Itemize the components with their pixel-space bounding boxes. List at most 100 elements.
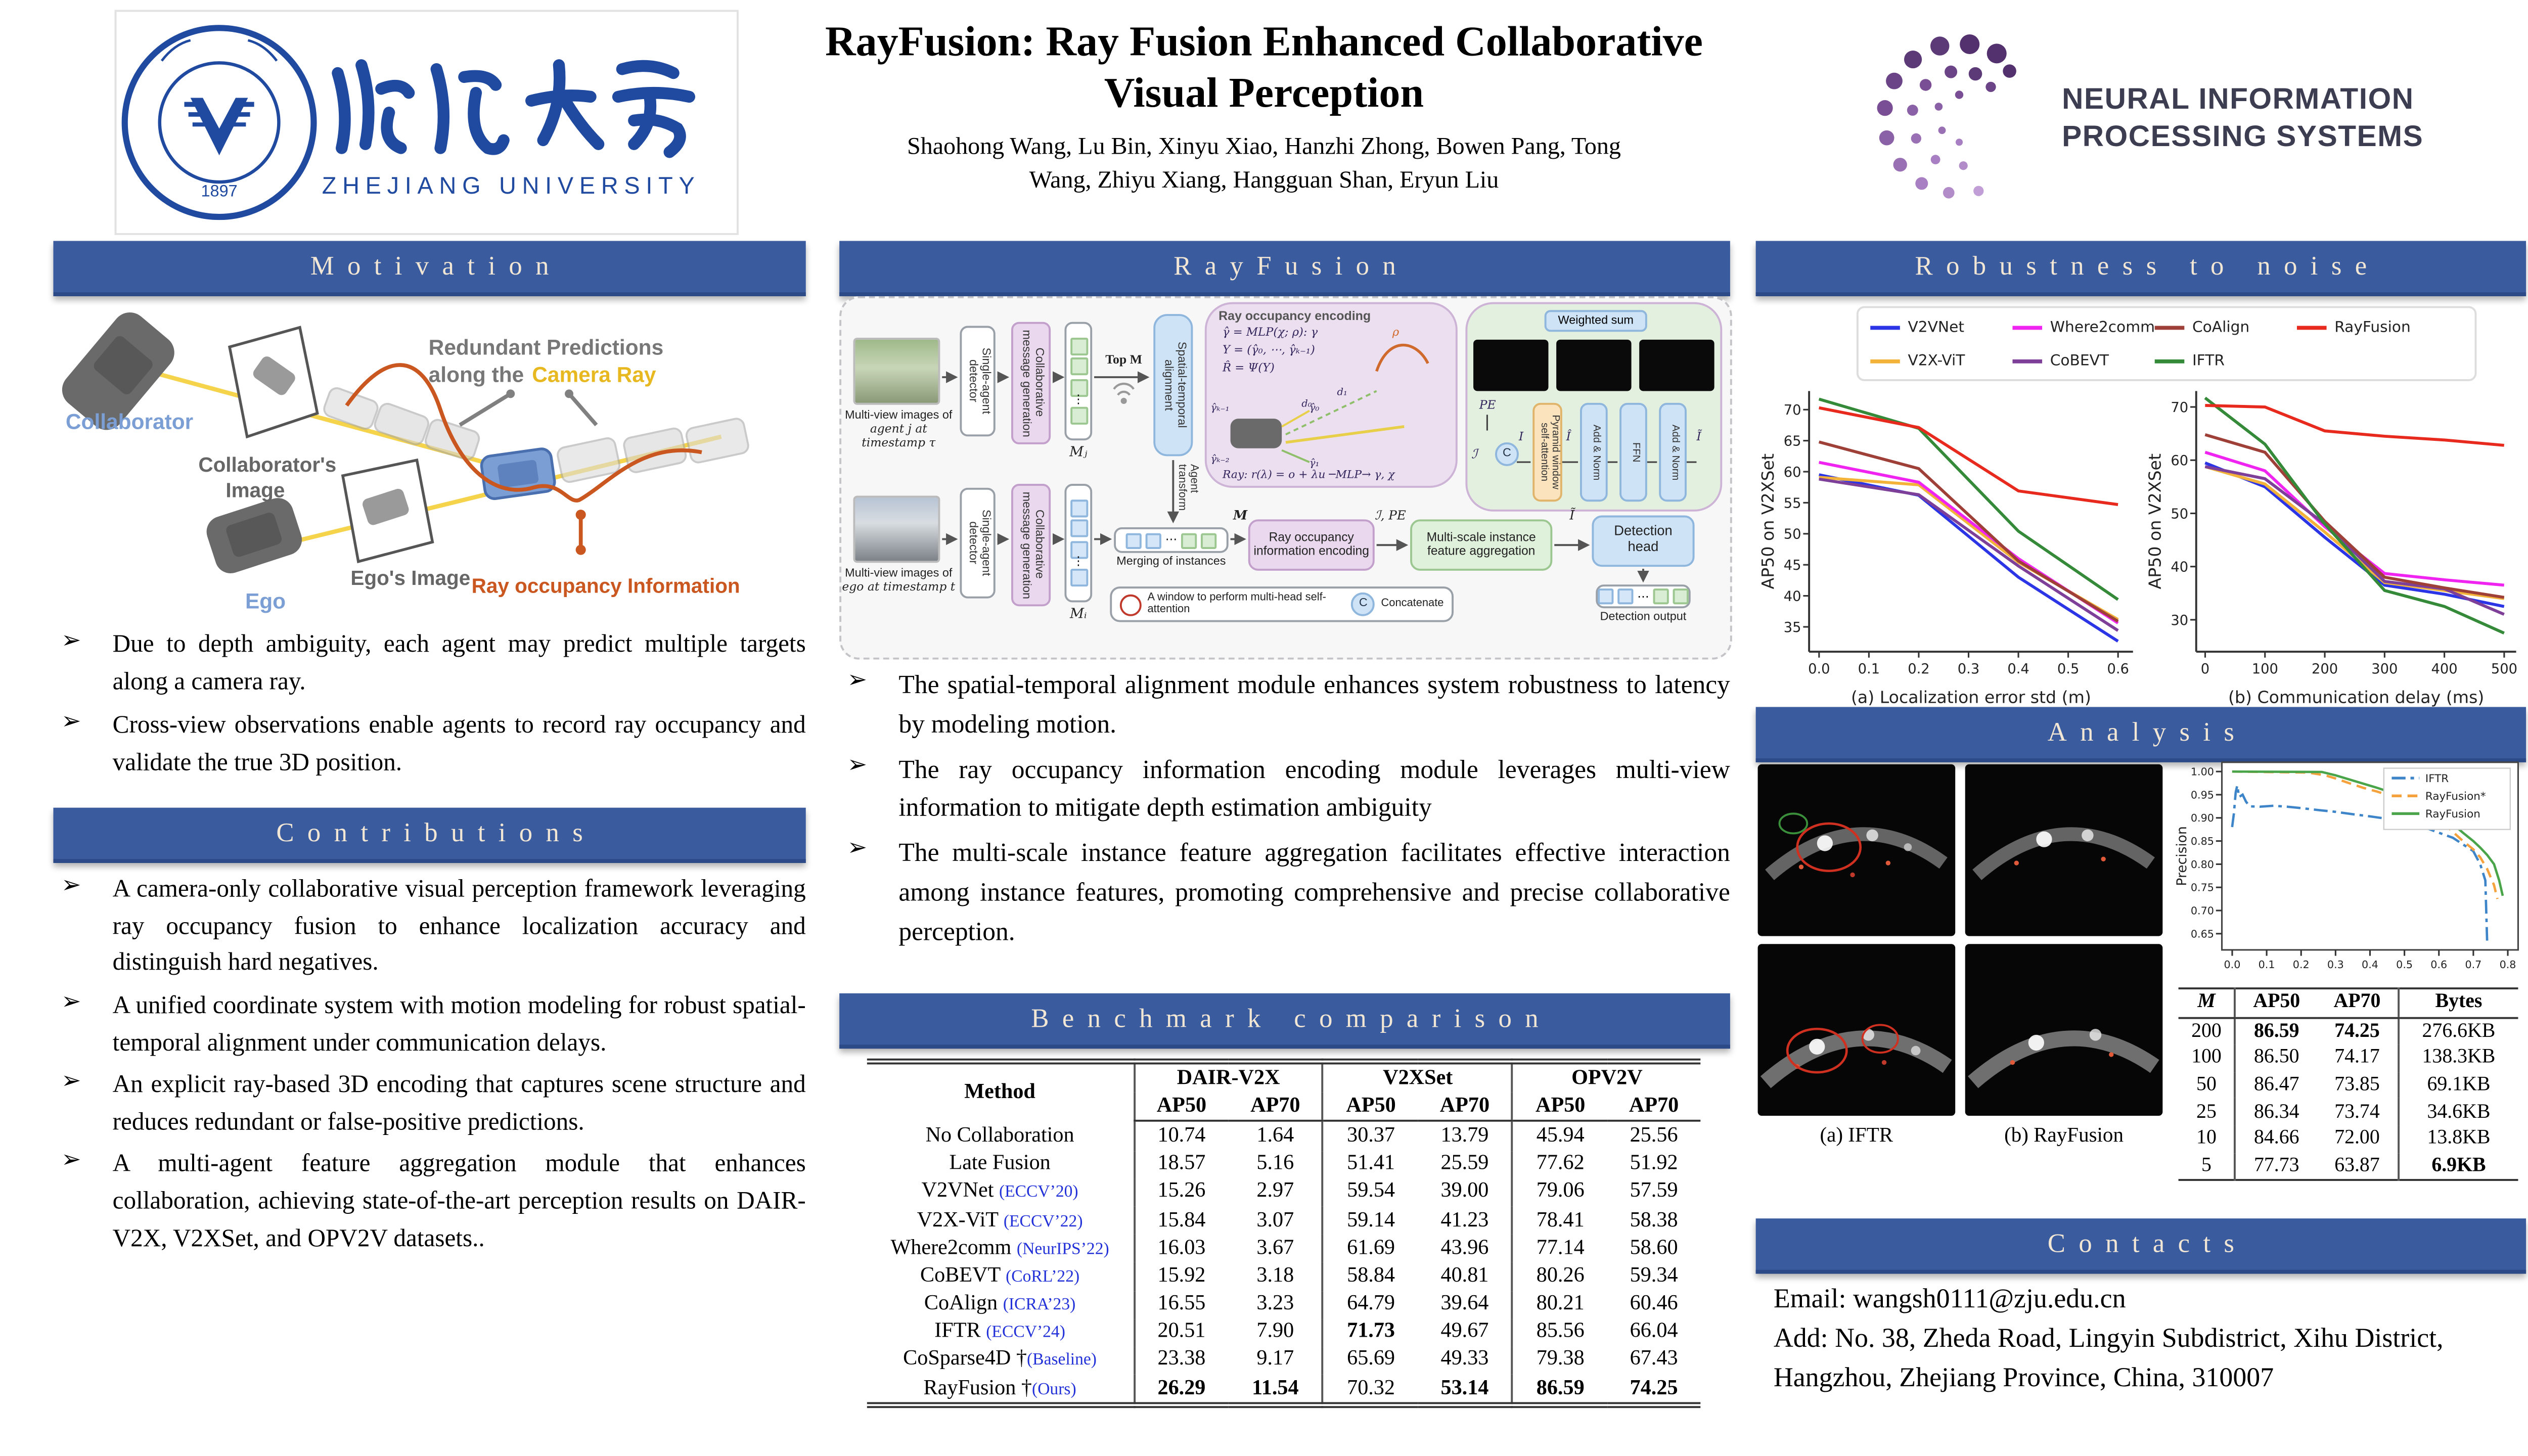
concat-node: C (1495, 442, 1519, 466)
legend-item: RayFusion (2296, 312, 2439, 342)
svg-text:70: 70 (1784, 402, 1801, 418)
gamma-k2-label: γ̂ₖ₋₂ (1210, 454, 1230, 466)
neurips-logo: NEURAL INFORMATION PROCESSING SYSTEMS (1857, 16, 2449, 221)
formula-1: γ̂ = MLP(χ; ρ): γ (1222, 328, 1318, 340)
multi-scale-aggregation-box: Multi-scale instance feature aggregation (1410, 519, 1553, 571)
poster-title-line2: Visual Perception (1104, 69, 1424, 117)
bullet-icon: ➢ (61, 706, 81, 735)
bullet-icon: ➢ (61, 871, 81, 899)
ray-enc-title: Ray occupancy encoding (1218, 310, 1371, 324)
ray-occupancy-label: Ray occupancy Information (472, 574, 740, 597)
svg-text:100: 100 (2252, 661, 2278, 677)
benchmark-row: CoAlign (ICRA’23) 16.55 3.23 64.79 39.64 80.2… (867, 1290, 1700, 1319)
analysis-banner: Analysis (1755, 707, 2526, 762)
svg-text:Precision: Precision (2174, 826, 2190, 886)
svg-text:0.1: 0.1 (2259, 959, 2275, 971)
diagram-legend: A window to perform multi-head self-atte… (1110, 586, 1454, 622)
collaborator-image-label-1: Collaborator's (198, 453, 336, 476)
bandwidth-row: 100 86.50 74.17 138.3KB (2179, 1045, 2518, 1072)
svg-text:400: 400 (2431, 661, 2458, 677)
legend-line-icon (2296, 325, 2327, 329)
i-pe-arrow-label: ℐ, PE (1375, 509, 1406, 524)
contacts-banner: Contacts (1755, 1218, 2526, 1274)
rayfusion-architecture-figure: Multi-view images of agent j at timestam… (839, 296, 1732, 660)
mj-tokens: ⋮ (1064, 322, 1093, 441)
legend-line-icon (2154, 325, 2185, 329)
svg-text:50: 50 (1784, 527, 1801, 542)
bullet-icon: ➢ (61, 987, 81, 1015)
detection-output-label: Detection output (1600, 612, 1687, 624)
svg-text:0.6: 0.6 (2430, 959, 2447, 971)
svg-text:200: 200 (2312, 661, 2338, 677)
svg-text:RayFusion*: RayFusion* (2425, 790, 2486, 803)
benchmark-table: Method DAIR-V2X V2XSet OPV2V AP50 AP70 AP… (867, 1058, 1701, 1409)
ray-occupancy-encoding-bubble: Ray occupancy encoding γ̂ = MLP(χ; ρ): γ… (1204, 302, 1458, 488)
i-tilde-label: Ĩ (1696, 430, 1701, 444)
legend-item: CoAlign (2154, 312, 2297, 342)
analysis-caption-b: (b) RayFusion (2004, 1125, 2124, 1148)
gamma-0-label: γ̂₀ (1309, 402, 1320, 415)
formula-3: R̂ = Ψ(Υ) (1222, 363, 1275, 376)
contribution-bullets: ➢ A camera-only collaborative visual perc… (53, 871, 806, 1262)
bullet-icon: ➢ (61, 626, 81, 654)
contributions-banner: Contributions (53, 807, 806, 863)
svg-text:0.3: 0.3 (2327, 959, 2344, 971)
col-header-method: Method (964, 1080, 1035, 1104)
concat-icon: C (1351, 592, 1375, 616)
bandwidth-row: 200 86.59 74.25 276.6KB (2179, 1017, 2518, 1045)
benchmark-row: IFTR (ECCV’24) 20.51 7.90 71.73 49.67 85.56 66… (867, 1318, 1700, 1347)
i-cal-label: ℐ (1471, 446, 1478, 463)
pyramid-box: Pyramid window self-attention (1538, 415, 1561, 490)
svg-text:40: 40 (1784, 588, 1801, 604)
legend-line-icon (2012, 358, 2043, 362)
localization-error-chart: 0.0 0.1 0.2 0.3 0.4 0.5 0.6 35 40 45 50 55 60 65 70 (a)… (1758, 391, 2133, 707)
window-circle-icon (1119, 593, 1142, 615)
svg-text:0.1: 0.1 (1858, 661, 1880, 677)
svg-text:0.75: 0.75 (2191, 882, 2214, 894)
svg-text:(a) Localization error std (m): (a) Localization error std (m) (1851, 688, 2091, 707)
svg-text:0.90: 0.90 (2191, 812, 2214, 824)
bandwidth-row: 5 77.73 63.87 6.9KB (2179, 1152, 2518, 1180)
bullet-icon: ➢ (847, 834, 868, 861)
input-bottom-label-2: ego at timestamp t (842, 580, 956, 595)
bullet-icon: ➢ (61, 1146, 81, 1174)
analysis-image-iftr-2 (1757, 944, 1956, 1116)
detection-output-tokens: ⋯ (1596, 584, 1691, 609)
legend-item: Where2comm (2012, 312, 2155, 342)
legend-line-icon (1870, 358, 1900, 362)
bullet-icon: ➢ (61, 1066, 81, 1095)
formula-4: Ray: r(λ) = o + λu ─MLP→ γ, χ (1222, 470, 1395, 482)
rayfusion-bullets: ➢ The spatial-temporal alignment module e… (839, 665, 1730, 957)
gamma-1-label: γ̂₁ (1309, 458, 1320, 470)
contribution-bullet-4: A multi-agent feature aggregation module… (112, 1150, 806, 1252)
bullet-icon: ➢ (847, 665, 868, 694)
poster-title-line1: RayFusion: Ray Fusion Enhanced Collabora… (825, 18, 1703, 65)
m-arrow-label: M (1233, 507, 1248, 524)
legend-item: V2X-ViT (1870, 346, 2012, 376)
svg-text:0.85: 0.85 (2191, 835, 2214, 847)
aggregation-bubble: Weighted sum PE ℐ C I Pyramid window sel… (1465, 302, 1723, 512)
benchmark-row: Where2comm (NeurIPS’22) 16.03 3.67 61.69 43.… (867, 1234, 1700, 1263)
svg-text:0.2: 0.2 (1908, 661, 1929, 677)
zju-university-name: ZHEJIANG UNIVERSITY (322, 171, 701, 200)
svg-text:300: 300 (2371, 661, 2398, 677)
col-group-opv2v: OPV2V (1511, 1061, 1701, 1093)
svg-text:70: 70 (2171, 400, 2188, 416)
neurips-name-line1: NEURAL INFORMATION (2062, 83, 2414, 117)
ffn-box: FFN (1629, 442, 1641, 463)
ego-label: Ego (245, 589, 286, 613)
legend-item: V2VNet (1870, 312, 2012, 342)
mi-tokens: ⋮ (1064, 484, 1093, 603)
i-cap-label: I (1518, 430, 1524, 444)
svg-text:60: 60 (2171, 453, 2188, 469)
agent-transform-label: Agent transform (1175, 464, 1199, 511)
svg-text:45: 45 (1784, 558, 1801, 573)
add-norm-box-2: Add & Norm (1668, 424, 1681, 480)
benchmark-table-wrap: Method DAIR-V2X V2XSet OPV2V AP50 AP70 AP… (839, 1058, 1730, 1409)
svg-text:AP50 on V2XSet: AP50 on V2XSet (2145, 453, 2164, 589)
redundant-label-2: along the (429, 363, 524, 387)
svg-text:0: 0 (2201, 661, 2209, 677)
analysis-caption-a: (a) IFTR (1820, 1125, 1893, 1148)
legend-concat-label: Concatenate (1381, 598, 1444, 610)
collaborator-image-label-2: Image (225, 478, 285, 502)
